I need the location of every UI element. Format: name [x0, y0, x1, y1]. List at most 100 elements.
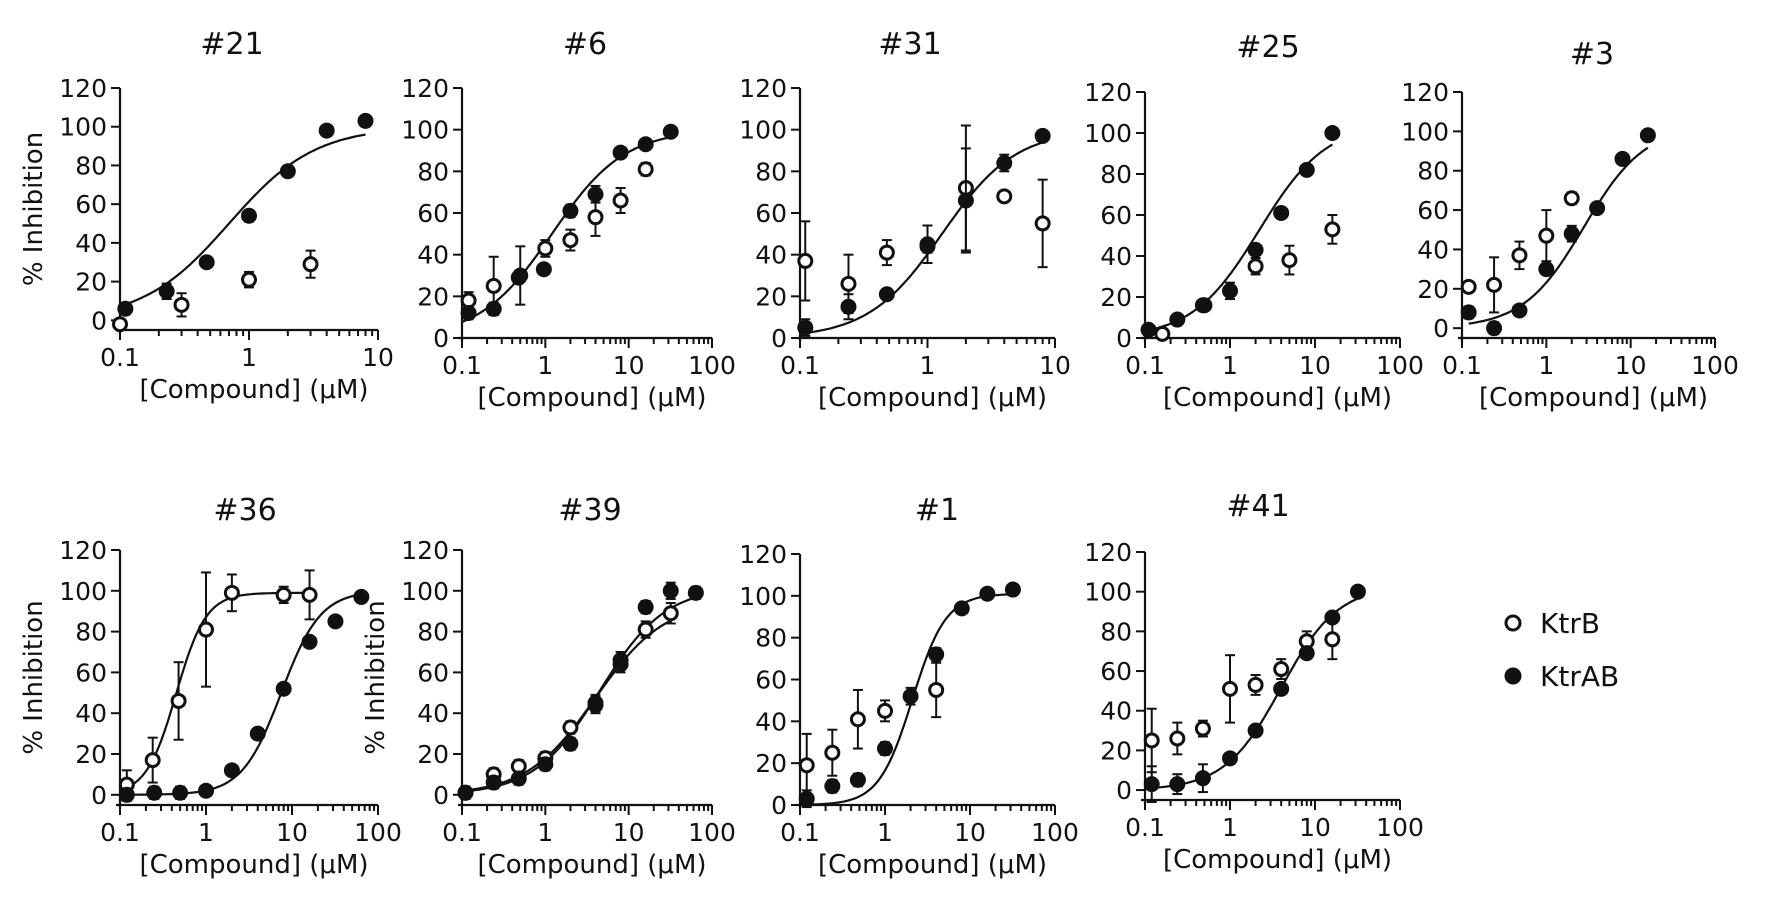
y-tick-label: 80: [1417, 157, 1449, 186]
point-ktrb: [1511, 247, 1528, 264]
point-ktrab: [1298, 161, 1315, 178]
x-tick-label: 100: [1691, 351, 1739, 380]
x-tick-label: 10: [1615, 351, 1647, 380]
point-ktrab: [1222, 282, 1238, 299]
point-ktrab: [357, 112, 374, 129]
x-tick-label: 10: [1299, 351, 1331, 380]
point-ktrab: [637, 599, 654, 616]
panel: #41 0 20 40 60 80 100 120 0.1 1 10 100 [Compound] (μ…: [1084, 489, 1424, 875]
panel-title: #39: [558, 493, 621, 528]
point-ktrab: [849, 771, 866, 788]
panel: #25 0 20 40 60 80 100 120 0.1 1 10 100 [Compound] (μ…: [1084, 30, 1424, 413]
point-ktrb: [173, 296, 190, 313]
x-tick-label: 1: [1538, 351, 1554, 380]
y-tick-label: 0: [91, 306, 107, 335]
point-ktrab: [249, 725, 266, 742]
y-tick-label: 100: [739, 582, 787, 611]
y-tick-label: 60: [1417, 196, 1449, 225]
point-ktrb: [301, 586, 318, 603]
point-ktrab: [510, 770, 527, 787]
point-ktrab: [279, 163, 296, 180]
x-tick-label: 10: [362, 343, 394, 372]
point-ktrab: [318, 122, 335, 139]
y-tick-label: 60: [75, 658, 107, 687]
point-ktrb: [1324, 221, 1341, 238]
y-tick-label: 40: [1100, 697, 1132, 726]
y-tick-label: 60: [1100, 201, 1132, 230]
x-tick-label: 100: [1376, 813, 1424, 842]
y-tick-label: 0: [91, 781, 107, 810]
panel: #31 0 20 40 60 80 100 120 0.1 1 10 [Compound] (μM): [739, 27, 1071, 413]
y-tick-label: 100: [1084, 578, 1132, 607]
point-ktrab: [1169, 776, 1186, 793]
y-tick-label: 100: [1401, 117, 1449, 146]
point-ktrab: [1194, 770, 1211, 787]
point-ktrab: [158, 283, 175, 300]
panel-title: #1: [915, 493, 959, 528]
y-tick-label: 0: [771, 791, 787, 820]
point-ktrb: [1486, 276, 1503, 293]
y-tick-label: 80: [755, 624, 787, 653]
x-axis-label: [Compound] (μM): [139, 375, 368, 405]
x-tick-label: 0.1: [1125, 351, 1165, 380]
point-ktrb: [840, 275, 857, 292]
panel-title: #21: [200, 27, 263, 62]
y-tick-label: 40: [75, 229, 107, 258]
y-tick-label: 80: [417, 618, 449, 647]
point-ktrb: [797, 252, 814, 269]
point-ktrab: [1538, 261, 1555, 278]
point-ktrab: [824, 778, 841, 795]
point-ktrb: [878, 244, 895, 261]
x-axis-label: [Compound] (μM): [818, 850, 1047, 880]
point-ktrb: [612, 192, 629, 209]
x-tick-label: 100: [688, 351, 736, 380]
x-tick-label: 0.1: [442, 351, 482, 380]
point-ktrab: [1324, 125, 1341, 141]
point-ktrab: [877, 740, 893, 757]
point-ktrab: [1247, 241, 1264, 258]
fit-curve-ktrab: [1144, 597, 1359, 790]
x-axis-label: [Compound] (μM): [139, 850, 368, 880]
y-tick-label: 60: [417, 199, 449, 228]
point-ktrb: [798, 757, 815, 774]
x-tick-label: 1: [920, 351, 936, 380]
point-ktrab: [1143, 776, 1160, 793]
panel-title: #6: [563, 27, 607, 62]
panel-title: #25: [1236, 30, 1299, 65]
y-tick-label: 0: [433, 324, 449, 353]
x-axis-label: [Compound] (μM): [818, 383, 1047, 413]
y-tick-label: 80: [755, 157, 787, 186]
point-ktrab: [1486, 320, 1503, 337]
y-tick-label: 40: [75, 699, 107, 728]
point-ktrab: [1169, 311, 1186, 328]
y-tick-label: 20: [417, 740, 449, 769]
x-tick-label: 10: [1039, 351, 1071, 380]
y-tick-label: 20: [75, 740, 107, 769]
point-ktrab: [637, 136, 654, 153]
point-ktrab: [587, 186, 604, 203]
legend-label-ktrb: KtrB: [1540, 607, 1600, 640]
y-tick-label: 20: [75, 268, 107, 297]
legend: KtrB KtrAB: [1504, 607, 1619, 693]
y-tick-label: 0: [1116, 324, 1132, 353]
point-ktrab: [457, 784, 474, 801]
x-tick-label: 100: [354, 818, 402, 847]
fit-curve-ktrb: [461, 619, 672, 792]
x-tick-label: 0.1: [780, 351, 820, 380]
point-ktrab: [301, 633, 318, 650]
y-tick-label: 60: [75, 190, 107, 219]
y-tick-label: 120: [739, 74, 787, 103]
y-tick-label: 120: [1084, 538, 1132, 567]
panel-title: #36: [213, 493, 276, 528]
x-tick-label: 1: [198, 818, 214, 847]
point-ktrb: [223, 584, 240, 601]
y-tick-label: 60: [1100, 657, 1132, 686]
panel: #39 0 20 40 60 80 100 120 0.1 1 10 100 [Compound] (μ…: [361, 493, 736, 880]
point-ktrab: [1194, 297, 1211, 314]
legend-marker-ktrb: [1504, 614, 1522, 632]
point-ktrb: [928, 681, 945, 698]
panel: #1 0 20 40 60 80 100 120 0.1 1 10 100 [Compound] (μM…: [739, 493, 1079, 880]
fit-curve-ktrab: [1468, 146, 1649, 325]
panel: #36 0 20 40 60 80 100 120 0.1 1 10 100 [Compound] (μ…: [19, 493, 402, 880]
point-ktrb: [485, 277, 502, 294]
